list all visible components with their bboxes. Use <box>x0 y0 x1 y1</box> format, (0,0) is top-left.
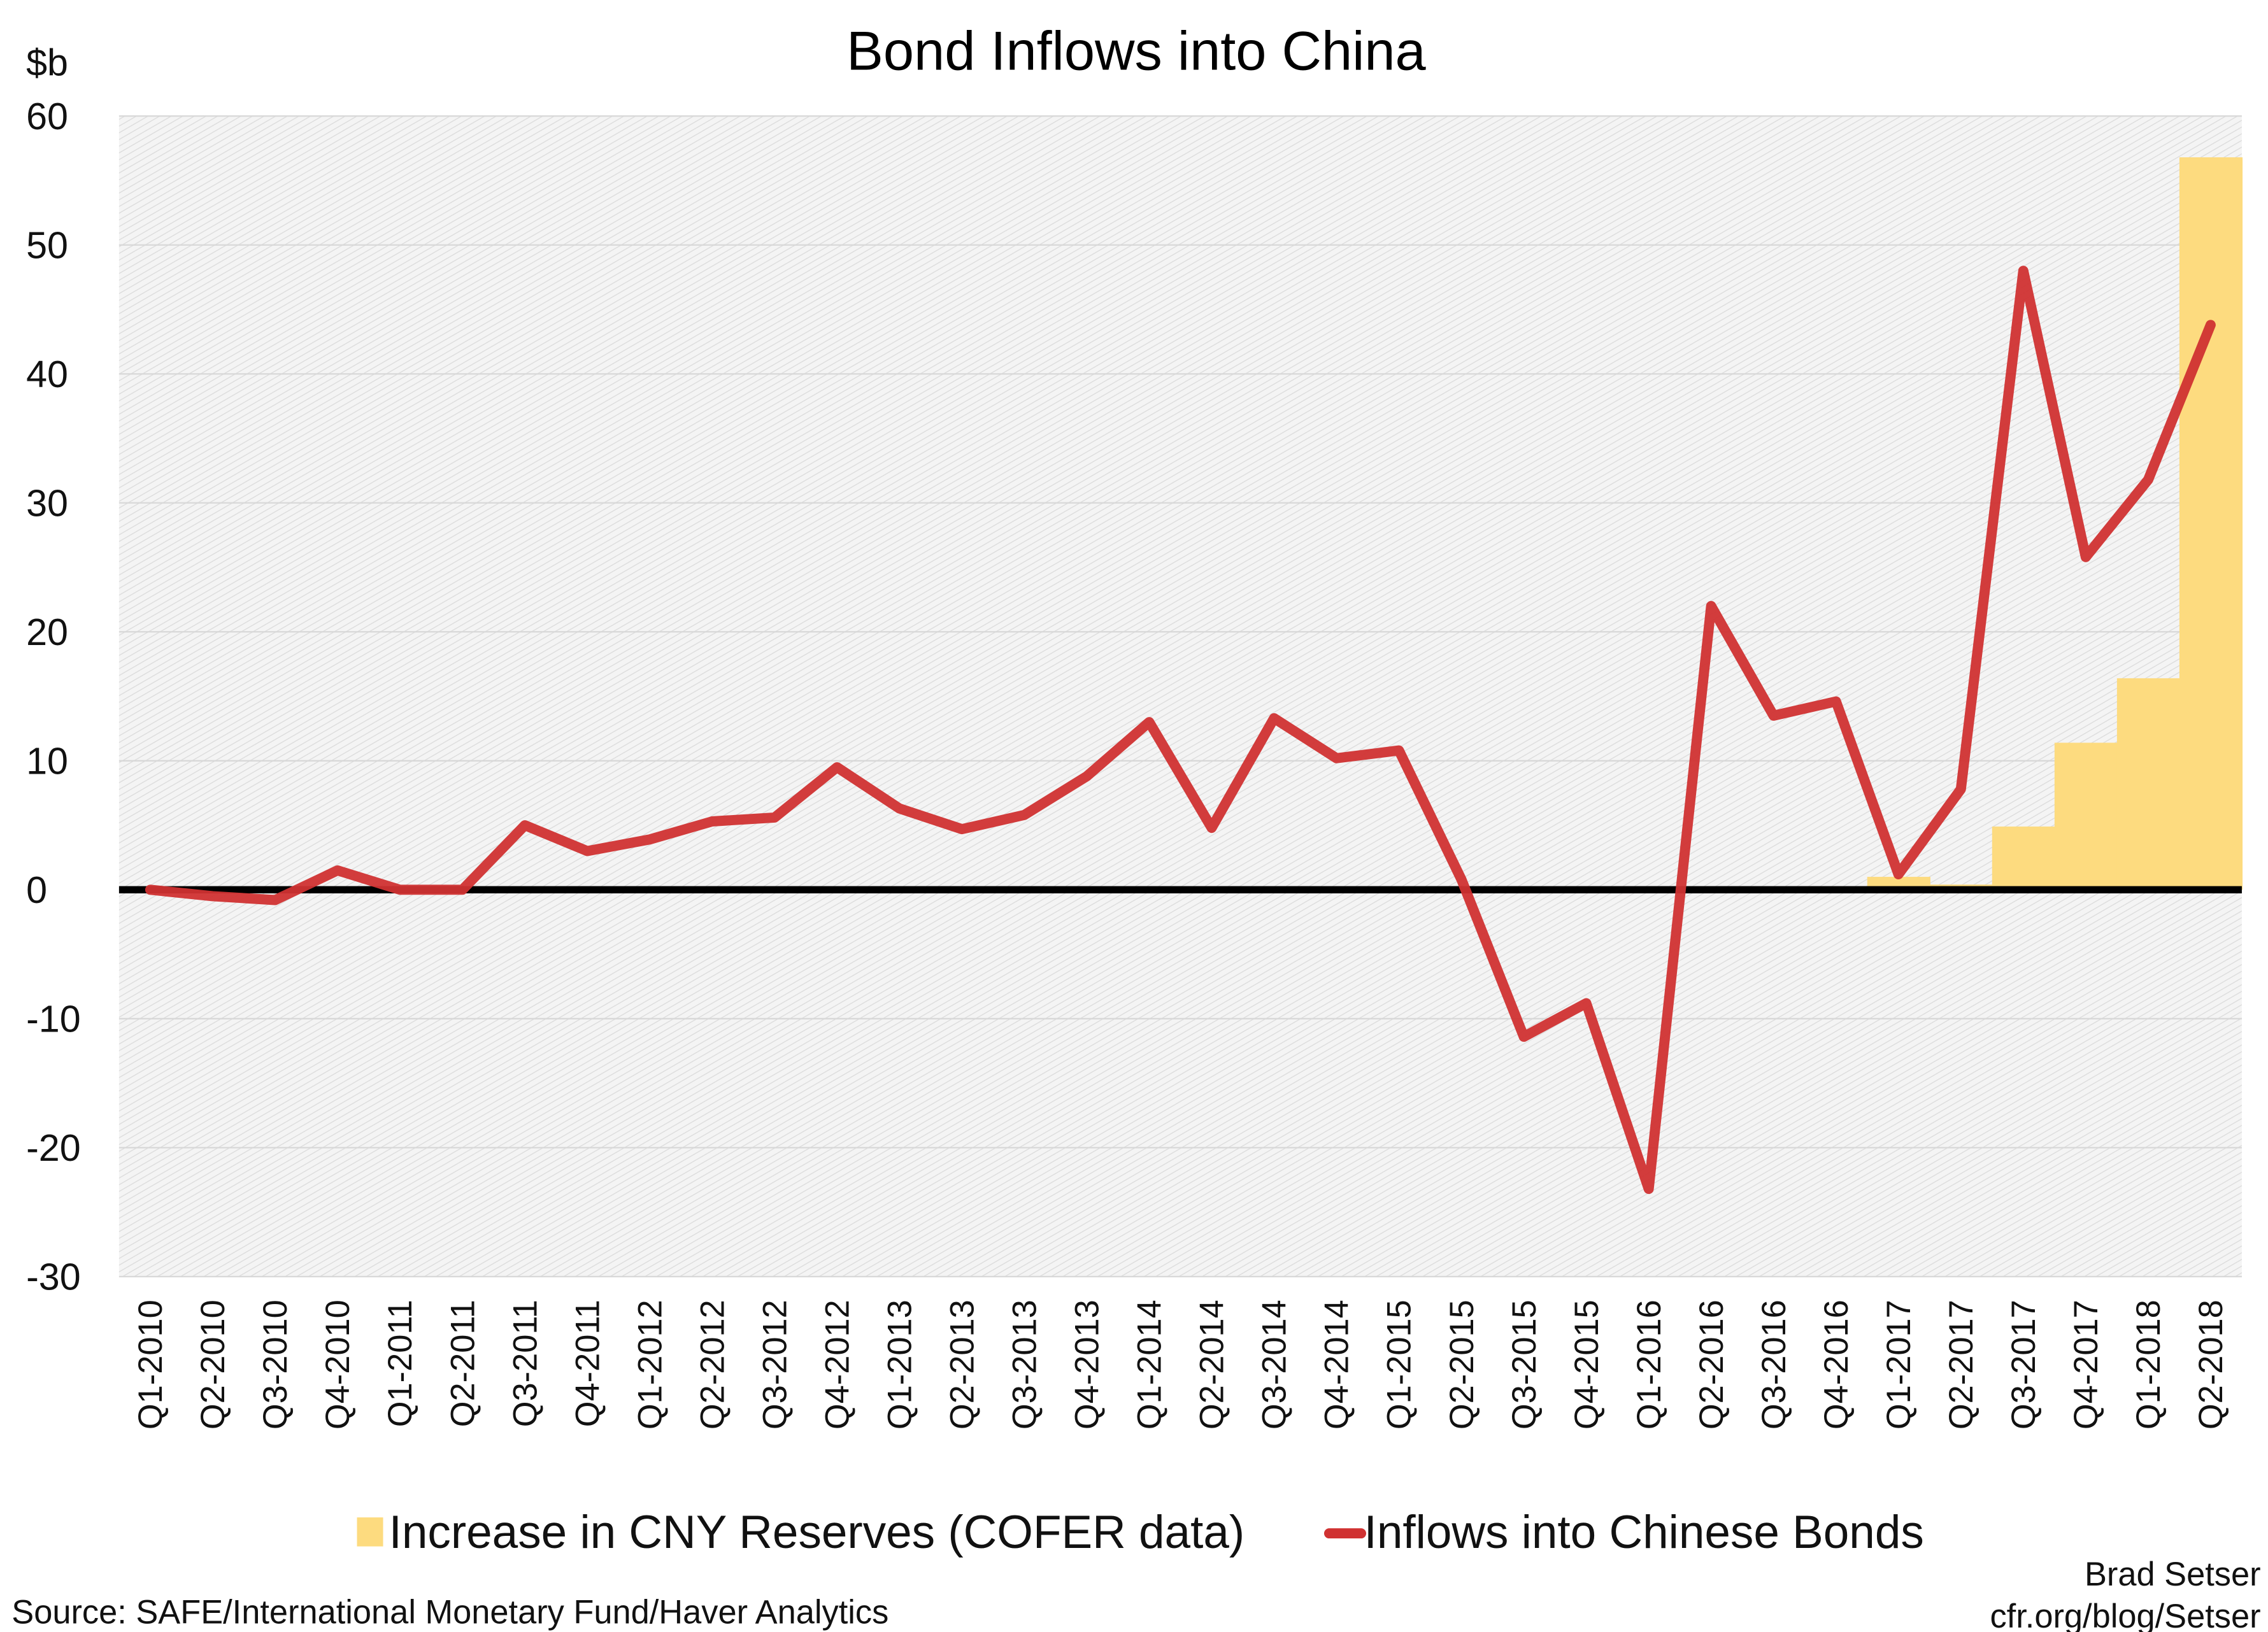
bar-Q1-2018 <box>2116 678 2181 890</box>
x-tick-label: Q3-2010 <box>257 1300 294 1430</box>
y-tick-label: 40 <box>26 353 68 395</box>
legend-label-reserves: Increase in CNY Reserves (COFER data) <box>389 1507 1245 1558</box>
x-tick-label: Q2-2010 <box>195 1300 232 1430</box>
y-tick-label: 0 <box>26 869 47 911</box>
x-tick-label: Q3-2013 <box>1007 1300 1044 1430</box>
x-tick-label: Q2-2017 <box>1943 1300 1980 1430</box>
x-tick-label: Q3-2015 <box>1506 1300 1543 1430</box>
x-tick-label: Q1-2015 <box>1381 1300 1418 1430</box>
y-tick-label: -10 <box>26 997 81 1040</box>
x-tick-label: Q4-2017 <box>2068 1300 2105 1430</box>
x-tick-label: Q4-2014 <box>1319 1300 1356 1430</box>
x-tick-label: Q4-2011 <box>569 1300 606 1427</box>
x-tick-label: Q1-2018 <box>2130 1300 2167 1430</box>
x-tick-label: Q1-2010 <box>132 1300 169 1430</box>
bar-Q3-2017 <box>1992 827 2055 890</box>
x-tick-label: Q1-2017 <box>1881 1300 1918 1430</box>
x-tick-label: Q4-2015 <box>1569 1300 1606 1430</box>
x-tick-label: Q2-2016 <box>1694 1300 1730 1430</box>
x-tick-label: Q4-2013 <box>1069 1300 1106 1430</box>
source-note: Source: SAFE/International Monetary Fund… <box>11 1594 888 1631</box>
x-tick-label: Q3-2017 <box>2006 1300 2043 1430</box>
author-site: cfr.org/blog/Setser <box>1990 1598 2260 1632</box>
x-tick-label: Q2-2012 <box>694 1300 731 1430</box>
x-tick-label: Q2-2011 <box>445 1300 481 1427</box>
x-tick-label: Q2-2015 <box>1444 1300 1481 1430</box>
y-tick-label: 10 <box>26 739 68 782</box>
x-tick-label: Q4-2012 <box>819 1300 856 1430</box>
x-tick-label: Q3-2011 <box>507 1300 544 1427</box>
legend-label-inflows: Inflows into Chinese Bonds <box>1364 1507 1924 1558</box>
x-tick-label: Q3-2016 <box>1756 1300 1793 1430</box>
x-tick-label: Q3-2014 <box>1257 1300 1294 1430</box>
x-tick-label: Q1-2013 <box>881 1300 918 1430</box>
x-tick-label: Q2-2013 <box>945 1300 981 1430</box>
x-tick-label: Q3-2012 <box>757 1300 794 1430</box>
x-tick-label: Q4-2016 <box>1818 1300 1855 1430</box>
y-tick-label: 30 <box>26 481 68 524</box>
x-tick-label: Q2-2018 <box>2193 1300 2230 1430</box>
chart-title: Bond Inflows into China <box>846 20 1426 82</box>
bar-Q2-2018 <box>2179 157 2243 890</box>
y-tick-label: -20 <box>26 1126 81 1169</box>
plot-background <box>118 116 2242 1277</box>
x-tick-label: Q1-2014 <box>1132 1300 1169 1430</box>
y-tick-label: 20 <box>26 611 68 653</box>
y-tick-label: 50 <box>26 224 68 266</box>
x-tick-label: Q2-2014 <box>1194 1300 1231 1430</box>
author: Brad Setser <box>2085 1556 2261 1593</box>
y-tick-label: -30 <box>26 1255 81 1298</box>
x-tick-label: Q1-2011 <box>382 1300 419 1427</box>
x-tick-label: Q1-2016 <box>1631 1300 1668 1430</box>
legend: Increase in CNY Reserves (COFER data) In… <box>357 1507 1924 1558</box>
inflows-line <box>145 266 2216 1195</box>
bar-Q4-2017 <box>2054 742 2118 890</box>
y-axis-unit: $b <box>26 41 68 83</box>
legend-swatch-reserves <box>357 1517 383 1547</box>
x-tick-label: Q4-2010 <box>320 1300 357 1430</box>
y-tick-label: 60 <box>26 95 68 138</box>
x-tick-label: Q1-2012 <box>632 1300 669 1430</box>
